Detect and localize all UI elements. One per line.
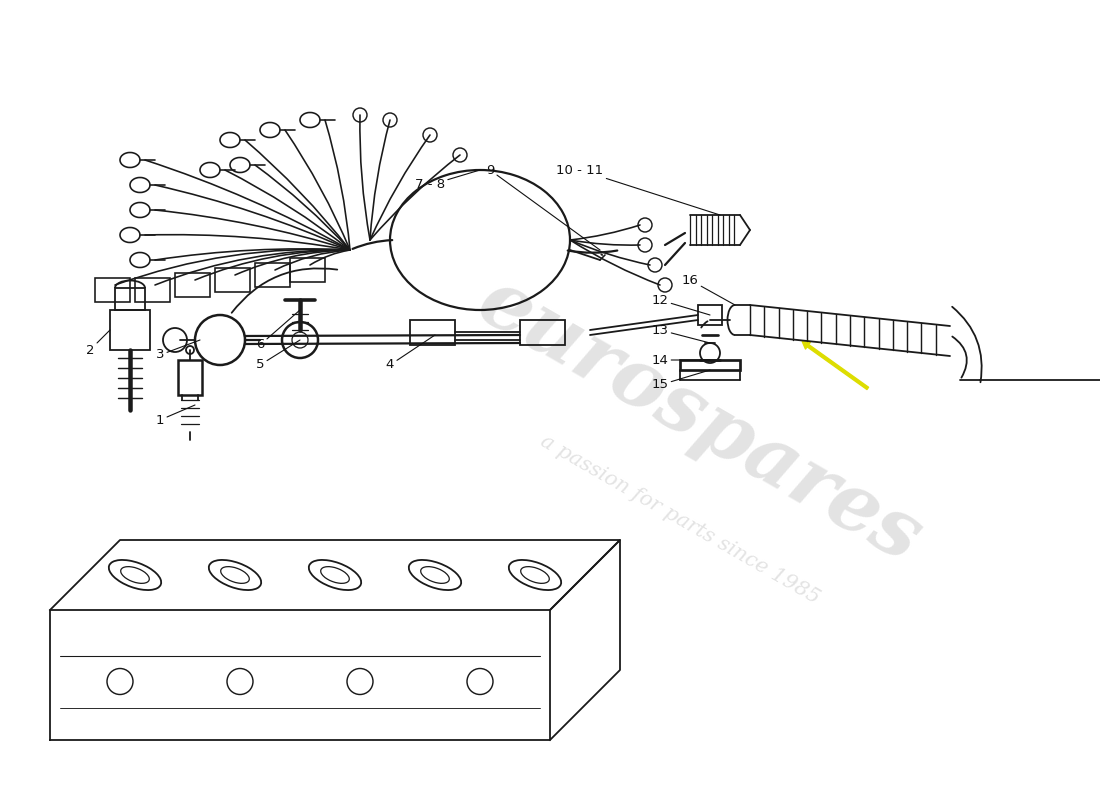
- Bar: [214, 268, 250, 292]
- Bar: [698, 305, 722, 325]
- Text: 5: 5: [255, 340, 300, 371]
- FancyArrowPatch shape: [802, 342, 869, 390]
- Bar: [116, 288, 145, 310]
- Text: 7 - 8: 7 - 8: [415, 170, 480, 191]
- Bar: [135, 278, 170, 302]
- Bar: [178, 360, 202, 395]
- Text: 10 - 11: 10 - 11: [557, 163, 720, 215]
- Bar: [520, 320, 565, 345]
- Bar: [290, 258, 324, 282]
- Text: 1: 1: [156, 405, 195, 426]
- Text: 2: 2: [86, 330, 110, 357]
- Text: 4: 4: [386, 335, 434, 371]
- Text: 3: 3: [156, 340, 200, 362]
- Text: 6: 6: [256, 310, 300, 351]
- Text: 14: 14: [651, 354, 710, 366]
- Text: 13: 13: [651, 323, 710, 343]
- Text: eurospares: eurospares: [464, 262, 935, 578]
- Bar: [110, 310, 150, 350]
- Text: 15: 15: [651, 370, 710, 391]
- Bar: [410, 320, 455, 345]
- Text: a passion for parts since 1985: a passion for parts since 1985: [537, 432, 823, 608]
- Bar: [255, 263, 290, 287]
- Bar: [175, 273, 210, 297]
- Text: 16: 16: [682, 274, 735, 305]
- Bar: [95, 278, 130, 302]
- Text: 9: 9: [486, 163, 600, 250]
- Text: 12: 12: [651, 294, 710, 315]
- Bar: [680, 360, 740, 370]
